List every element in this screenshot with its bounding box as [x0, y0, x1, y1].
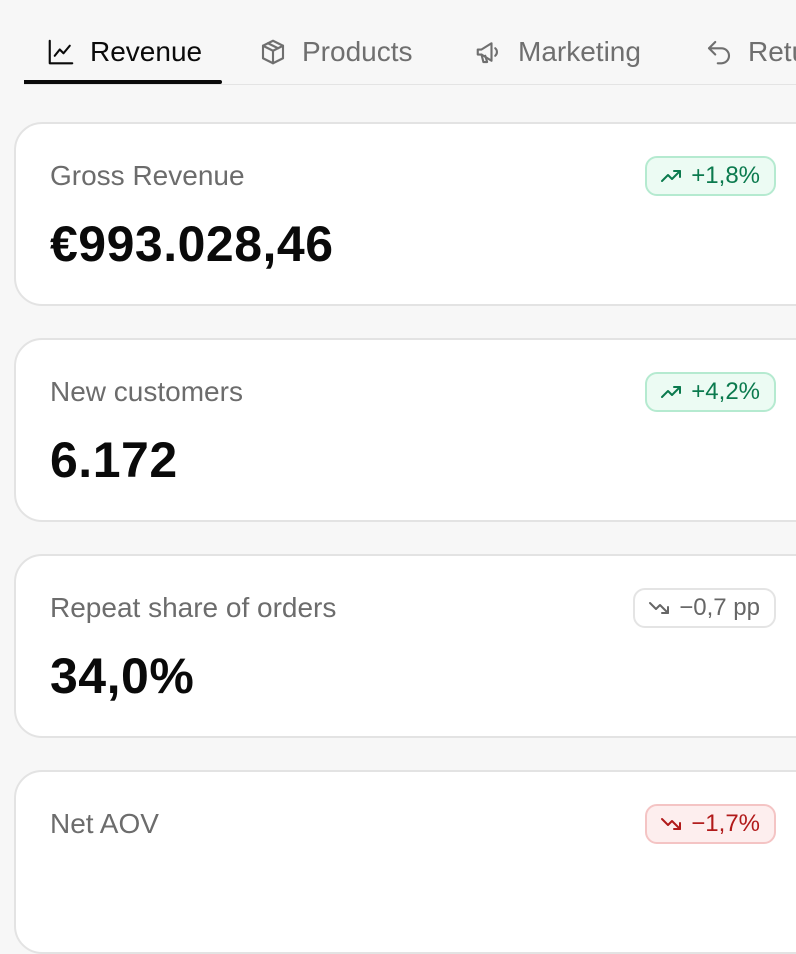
trend-badge-value: −1,7% — [691, 810, 760, 837]
kpi-label: New customers — [50, 376, 243, 407]
trending-down-icon — [661, 818, 682, 830]
trend-badge-value: −0,7 pp — [679, 594, 760, 621]
box-icon — [261, 39, 285, 65]
kpi-value: €993.028,46 — [50, 216, 334, 272]
megaphone-icon — [476, 42, 498, 64]
trending-up-icon — [661, 386, 682, 398]
tab-products[interactable]: Products — [258, 28, 413, 76]
return-arrow-icon — [707, 40, 730, 65]
tab-products-label: Products — [302, 36, 413, 67]
trending-up-icon — [661, 170, 682, 182]
tab-marketing-label: Marketing — [518, 36, 641, 67]
trending-down-icon — [649, 602, 670, 614]
trend-badge: −0,7 pp — [633, 588, 776, 628]
kpi-card-repeat-share: Repeat share of orders −0,7 pp 34,0% — [14, 554, 796, 738]
kpi-label: Repeat share of orders — [50, 592, 337, 623]
kpi-card-new-customers: New customers +4,2% 6.172 — [14, 338, 796, 522]
kpi-label: Gross Revenue — [50, 160, 245, 191]
trend-badge-value: +4,2% — [691, 378, 760, 405]
kpi-value: 34,0% — [50, 648, 195, 704]
kpi-label: Net AOV — [50, 808, 159, 839]
tab-bar: Revenue Products Marketing Returns — [24, 0, 796, 85]
tab-returns[interactable]: Returns — [704, 28, 796, 76]
tab-marketing[interactable]: Marketing — [474, 28, 641, 76]
kpi-card-net-aov: Net AOV −1,7% — [14, 770, 796, 954]
kpi-card-gross-revenue: Gross Revenue +1,8% €993.028,46 — [14, 122, 796, 306]
trend-badge-value: +1,8% — [691, 162, 760, 189]
tab-revenue-label: Revenue — [90, 36, 203, 67]
trend-badge: −1,7% — [645, 804, 776, 844]
trend-badge: +4,2% — [645, 372, 776, 412]
trend-badge: +1,8% — [645, 156, 776, 196]
tab-returns-label: Returns — [748, 36, 796, 67]
kpi-value: 6.172 — [50, 432, 178, 488]
line-chart-icon — [48, 39, 74, 65]
tab-revenue[interactable]: Revenue — [24, 28, 223, 84]
